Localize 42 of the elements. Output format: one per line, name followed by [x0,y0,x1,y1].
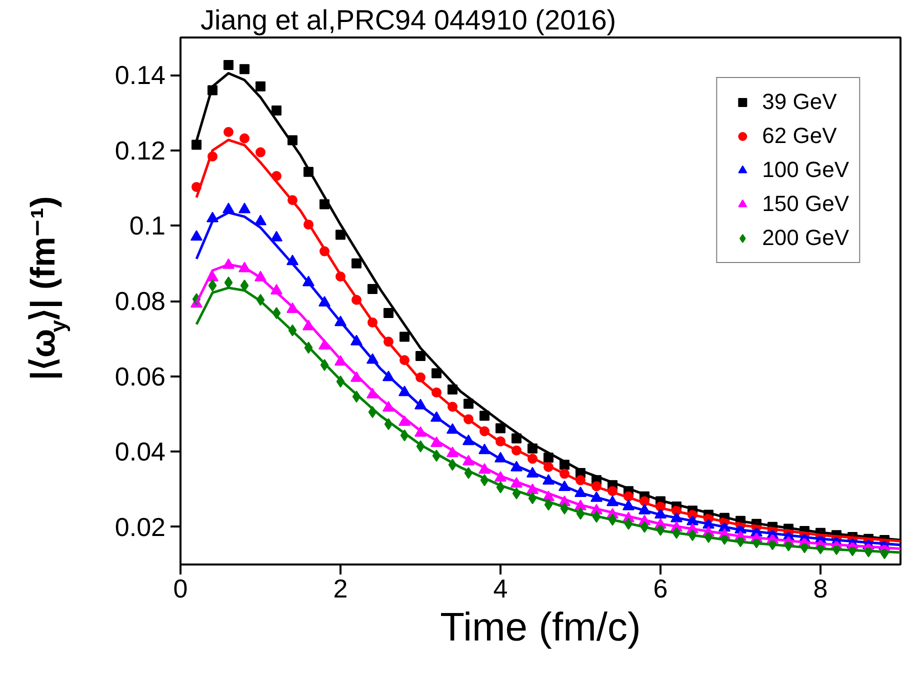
point [240,133,250,144]
x-axis-title: Time (fm/c) [440,606,641,650]
legend-label: 39 GeV [762,88,837,116]
legend-label: 62 GeV [762,122,837,150]
point [464,398,474,409]
point [238,202,250,214]
x-tick-label: 0 [173,574,188,604]
point [192,140,202,150]
x-tick-label: 6 [653,574,668,604]
text: Jiang et al,PRC94 044910 (2016) [200,4,616,36]
y-tick-label: 0.1 [129,210,166,241]
legend-label: 200 GeV [762,224,849,252]
point [224,60,234,70]
x-tick-label: 2 [333,574,348,604]
point [384,308,394,318]
legend-label: 100 GeV [762,156,849,184]
y-tick-label: 0.02 [114,512,166,542]
point [190,230,202,241]
y-axis-title: |⟨ωy⟩| (fm⁻¹) [24,196,70,380]
y-tick-label: 0.04 [114,436,166,467]
point [480,410,490,421]
point [270,230,282,242]
x-tick-label: 4 [493,574,508,604]
point [224,126,234,137]
y-tick-label: 0.14 [114,60,166,90]
point [256,81,266,92]
point [352,258,362,268]
y-tick-label: 0.06 [114,361,166,392]
x-tick-label: 8 [813,574,828,604]
point [272,106,282,116]
point [368,284,378,294]
point [432,368,442,378]
legend-label: 150 GeV [762,190,849,218]
y-tick-label: 0.12 [114,135,166,166]
point [336,230,346,240]
point [208,280,217,292]
point [496,423,506,434]
point [400,332,410,342]
point [256,147,266,158]
point [240,64,250,74]
y-tick-label: 0.08 [114,286,166,316]
point [416,350,426,361]
